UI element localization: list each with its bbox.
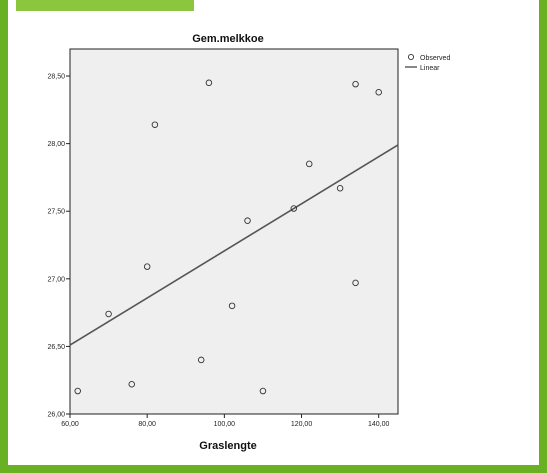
chart-title: Gem.melkkoe: [192, 33, 264, 45]
observed-point: [336, 184, 344, 192]
legend-linear-label: Linear: [420, 65, 440, 72]
x-axis-label: Graslengte: [199, 440, 256, 452]
y-tick-label: 27,00: [47, 276, 65, 283]
plot-layer: [69, 48, 399, 415]
observed-point: [305, 160, 313, 168]
y-tick-label: 28,00: [47, 141, 65, 148]
x-tick-label: 140,00: [368, 421, 390, 428]
legend-observed-label: Observed: [420, 55, 450, 62]
y-tick-label: 28,50: [47, 74, 65, 81]
plot-area: [69, 48, 399, 415]
observed-point: [375, 89, 382, 96]
accent-tab: [16, 0, 194, 11]
observed-point: [197, 356, 205, 364]
observed-point: [128, 381, 135, 388]
observed-point: [352, 80, 359, 88]
x-tick-label: 100,00: [214, 421, 236, 428]
x-tick-label: 80,00: [138, 421, 156, 428]
observed-point: [244, 217, 251, 224]
observed-point: [74, 387, 81, 395]
x-tick-label: 120,00: [291, 421, 313, 428]
observed-point: [259, 387, 267, 395]
x-tick-label: 60,00: [61, 421, 79, 428]
legend: Observed Linear: [405, 53, 450, 72]
linear-fit-line: [69, 144, 399, 346]
mark-layer: [69, 79, 399, 395]
observed-point: [290, 205, 298, 212]
observed-point: [352, 279, 359, 287]
observed-point: [228, 302, 236, 310]
observed-point: [151, 121, 159, 128]
y-tick-label: 27,50: [47, 209, 65, 216]
axis-layer: 60,00 80,00 100,00 120,00 140,00 26,00 26,50 27…: [47, 74, 389, 428]
legend-observed-marker: [407, 53, 415, 61]
y-tick-label: 26,50: [47, 344, 65, 351]
observed-point: [143, 263, 151, 270]
observed-point: [105, 310, 112, 318]
y-tick-label: 26,00: [47, 412, 65, 419]
observed-point: [205, 79, 213, 87]
